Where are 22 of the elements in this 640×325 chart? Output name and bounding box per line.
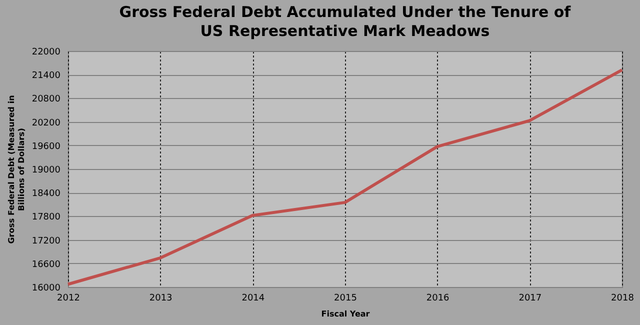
y-tick-label: 20800 [32, 94, 61, 105]
x-tick-label: 2017 [518, 294, 542, 304]
y-tick-label: 16000 [32, 284, 61, 294]
y-tick-label: 18400 [32, 189, 61, 200]
y-tick-label: 19600 [32, 142, 61, 152]
chart-title: Gross Federal Debt Accumulated Under the Tenure of US Representative Mark Meadows [119, 3, 572, 40]
y-tick-label: 21400 [32, 71, 61, 82]
y-tick-label: 17200 [32, 236, 61, 246]
x-tick-label: 2012 [57, 294, 80, 304]
y-tick-label: 20200 [32, 118, 61, 128]
y-tick-label: 17800 [32, 212, 61, 223]
y-tick-label: 19000 [32, 166, 61, 176]
x-tick-label: 2013 [149, 294, 172, 304]
y-axis-title: Gross Federal Debt (Measured in Billions of Dollars) [6, 94, 26, 244]
x-tick-label: 2018 [611, 294, 634, 304]
x-tick-label: 2015 [334, 294, 357, 304]
x-tick-label: 2016 [426, 294, 450, 304]
y-tick-label: 16600 [32, 260, 61, 270]
y-tick-label: 22000 [32, 48, 61, 58]
x-tick-label: 2014 [242, 294, 265, 304]
line-series [66, 68, 624, 286]
x-axis-title: Fiscal Year [321, 310, 370, 318]
